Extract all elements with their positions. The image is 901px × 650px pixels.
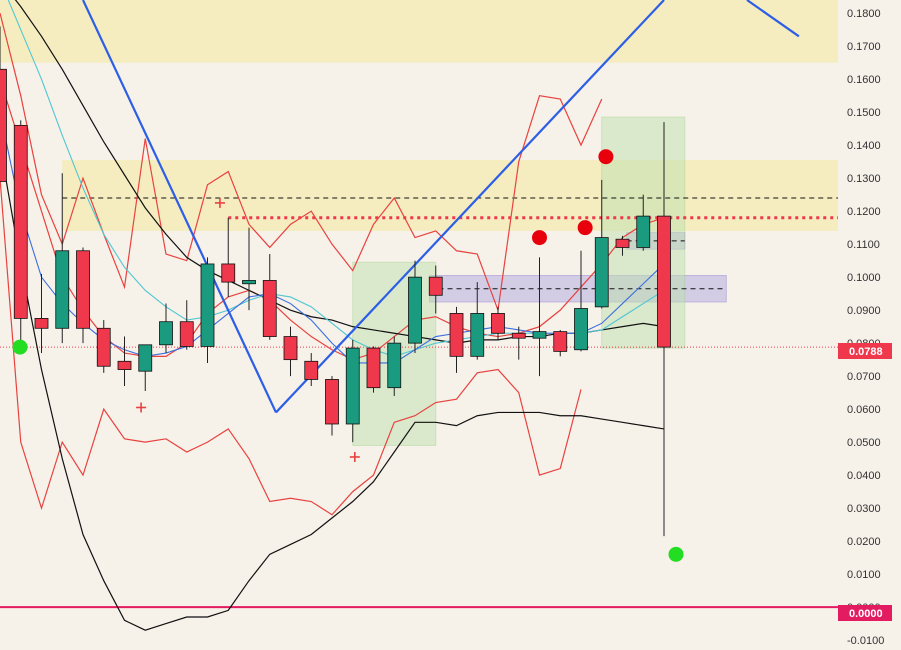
y-tick-label: 0.1300 xyxy=(847,173,881,185)
candle-body[interactable] xyxy=(657,215,671,348)
candle-body[interactable] xyxy=(408,276,422,344)
candle-body[interactable] xyxy=(283,336,298,361)
trend-line-layer xyxy=(82,0,800,414)
y-tick-label: 0.0500 xyxy=(847,437,881,449)
candle-body[interactable] xyxy=(221,263,236,283)
candle-body[interactable] xyxy=(387,342,402,389)
y-tick-label: 0.1100 xyxy=(847,239,880,251)
candle-body[interactable] xyxy=(138,344,153,372)
candle-body[interactable] xyxy=(553,331,568,352)
candle-body[interactable] xyxy=(532,331,547,339)
candle-body[interactable] xyxy=(325,379,339,425)
green-signal-dot xyxy=(668,546,684,562)
indicator-black-upper xyxy=(14,0,665,344)
indicator-black-lower xyxy=(0,145,665,631)
y-tick-label: 0.1700 xyxy=(847,41,881,53)
indicator-blue-fast xyxy=(0,112,665,364)
indicator-layer xyxy=(0,0,665,631)
y-tick-label: 0.0400 xyxy=(847,470,881,482)
zone-layer xyxy=(0,0,838,446)
candle-body[interactable] xyxy=(200,263,215,347)
y-tick-label: -0.0100 xyxy=(847,635,884,647)
y-tick-label: 0.0300 xyxy=(847,503,881,515)
trend-line-blue-up xyxy=(275,0,665,414)
y-tick-label: 0.0700 xyxy=(847,371,881,383)
candle-body[interactable] xyxy=(0,68,7,182)
candle-body[interactable] xyxy=(449,313,464,357)
candle-body[interactable] xyxy=(470,313,485,357)
candle-body[interactable] xyxy=(96,327,111,367)
price-axis[interactable]: 0.1800 0.1700 0.1600 0.1500 0.1400 0.1300 0.12… xyxy=(838,0,901,650)
indicator-red-lower xyxy=(0,178,582,516)
candle-body[interactable] xyxy=(511,332,526,339)
y-tick-label: 0.0900 xyxy=(847,305,881,317)
y-tick-label: 0.1400 xyxy=(847,140,881,152)
price-axis-background xyxy=(838,0,901,650)
candle-layer[interactable] xyxy=(0,26,671,537)
green-signal-dot xyxy=(12,339,28,355)
y-tick-label: 0.0600 xyxy=(847,404,881,416)
y-tick-label: 0.1200 xyxy=(847,206,881,218)
y-tick-label: 0.0200 xyxy=(847,536,881,548)
zero-badge-text: 0.0000 xyxy=(849,608,883,620)
candle-body[interactable] xyxy=(636,215,651,248)
candle-body[interactable] xyxy=(117,360,132,370)
last-price-badge xyxy=(838,343,892,359)
y-tick-label: 0.1600 xyxy=(847,74,881,86)
last-price-badge-text: 0.0788 xyxy=(849,346,883,358)
trend-line-blue-far xyxy=(746,0,800,38)
candle-body[interactable] xyxy=(34,318,49,329)
candle-body[interactable] xyxy=(55,250,70,329)
zone-yellow-mid xyxy=(62,160,838,231)
candle-body[interactable] xyxy=(262,280,277,337)
candle-body[interactable] xyxy=(574,308,588,351)
reference-line-layer xyxy=(0,197,838,609)
candle-body[interactable] xyxy=(366,347,381,389)
zero-badge xyxy=(838,605,892,621)
red-signal-dot xyxy=(577,220,593,236)
red-signal-dot xyxy=(532,230,547,246)
candle-body[interactable] xyxy=(594,237,609,308)
candle-body[interactable] xyxy=(179,321,194,347)
candle-body[interactable] xyxy=(428,276,443,296)
candle-body[interactable] xyxy=(615,238,630,248)
zone-yellow-top xyxy=(0,0,838,63)
candle-body[interactable] xyxy=(13,124,28,319)
y-tick-label: 0.1800 xyxy=(847,8,881,20)
y-tick-label: 0.0100 xyxy=(847,569,881,581)
candle-body[interactable] xyxy=(159,321,173,346)
indicator-red-mid xyxy=(0,79,665,361)
candle-body[interactable] xyxy=(304,360,319,380)
y-tick-label: 0.1500 xyxy=(847,107,881,119)
price-badges: 0.0788 0.0000 xyxy=(838,343,892,621)
trend-line-blue-down xyxy=(82,0,277,413)
red-signal-dot xyxy=(598,149,614,165)
candle-body[interactable] xyxy=(242,280,256,285)
candle-body[interactable] xyxy=(491,313,505,334)
signal-layer xyxy=(12,149,684,562)
indicator-red-upper xyxy=(0,13,603,311)
y-tick-label: 0.1000 xyxy=(847,272,881,284)
candle-body[interactable] xyxy=(76,250,90,329)
candle-body[interactable] xyxy=(345,347,360,425)
